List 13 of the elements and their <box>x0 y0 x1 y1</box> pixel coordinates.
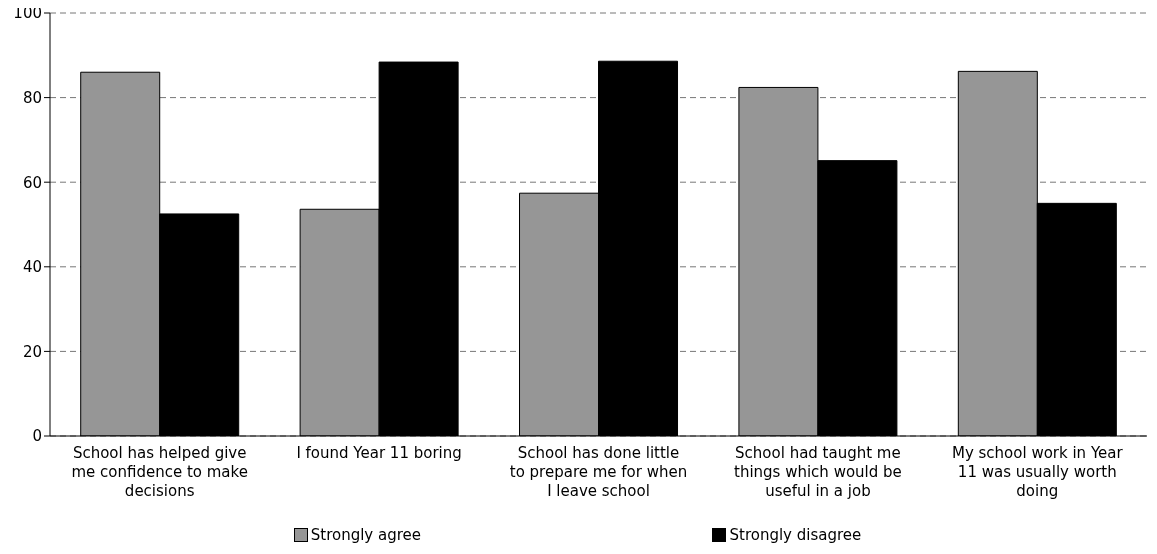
x-tick-label: School has helped give me confidence to make decisions <box>71 444 248 500</box>
y-tick-label: 80 <box>22 88 42 107</box>
legend-label: Strongly agree <box>309 526 422 544</box>
x-tick-label: I found Year 11 boring <box>296 444 462 462</box>
x-tick-label: School had taught me things which would be useful in a job <box>734 444 902 500</box>
y-tick-label: 0 <box>32 427 42 446</box>
y-tick-label: 40 <box>22 258 42 277</box>
x-tick-label: School has done little to prepare me for when I leave school <box>509 444 688 500</box>
x-tick-label: My school work in Year 11 was usually worth doing <box>951 444 1124 500</box>
y-tick-label: 20 <box>22 342 42 361</box>
legend-label: Strongly disagree <box>728 526 862 544</box>
y-tick-label: 60 <box>22 173 42 192</box>
y-tick-label: 100 <box>13 4 42 23</box>
